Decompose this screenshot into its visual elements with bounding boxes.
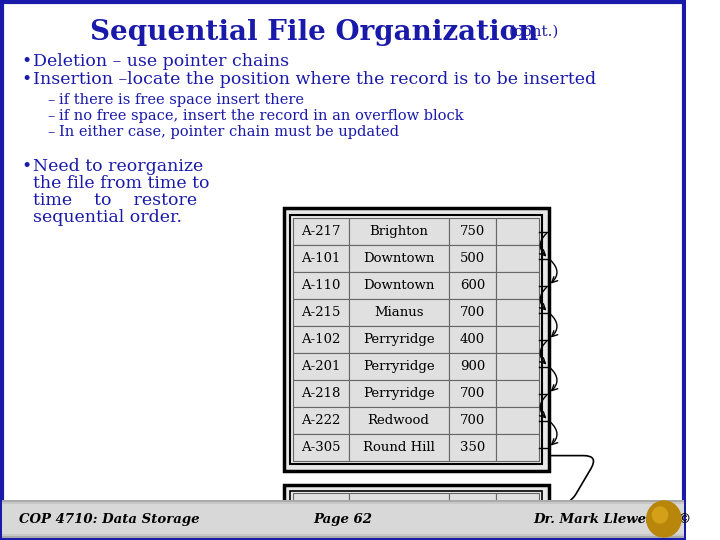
Bar	[2, 500, 684, 538]
Bar	[449, 299, 496, 326]
Text: 600: 600	[460, 279, 485, 292]
Bar	[449, 353, 496, 380]
Bar	[2, 504, 684, 534]
Bar	[293, 407, 348, 434]
Text: A-201: A-201	[301, 360, 341, 373]
Text: Perryridge: Perryridge	[363, 333, 434, 346]
Bar	[496, 299, 539, 326]
Circle shape	[647, 501, 681, 537]
Text: Perryridge: Perryridge	[363, 360, 434, 373]
Bar	[449, 272, 496, 299]
Text: A-215: A-215	[301, 306, 341, 319]
Bar	[496, 493, 539, 520]
Bar	[348, 353, 449, 380]
Text: 700: 700	[460, 414, 485, 427]
Bar	[348, 434, 449, 461]
Text: –: –	[48, 125, 55, 139]
Text: 700: 700	[460, 306, 485, 319]
Bar	[449, 493, 496, 520]
Bar	[348, 326, 449, 353]
Text: 800: 800	[460, 500, 485, 513]
Text: A-888: A-888	[301, 500, 341, 513]
Bar	[348, 493, 449, 520]
Bar	[293, 245, 348, 272]
Bar	[284, 208, 549, 471]
Text: COP 4710: Data Storage: COP 4710: Data Storage	[19, 512, 199, 525]
Text: Need to reorganize: Need to reorganize	[33, 158, 204, 175]
Text: sequential order.: sequential order.	[33, 209, 182, 226]
Bar	[449, 326, 496, 353]
Bar	[449, 380, 496, 407]
Text: Mianus: Mianus	[374, 306, 423, 319]
Text: Perryridge: Perryridge	[363, 387, 434, 400]
Text: if there is free space insert there: if there is free space insert there	[59, 93, 304, 107]
Text: if no free space, insert the record in an overflow block: if no free space, insert the record in a…	[59, 109, 464, 123]
Bar	[449, 407, 496, 434]
Text: –: –	[48, 109, 55, 123]
Text: A-217: A-217	[301, 225, 341, 238]
Text: A-101: A-101	[301, 252, 341, 265]
Bar	[496, 434, 539, 461]
Bar	[290, 215, 542, 464]
Text: 500: 500	[460, 252, 485, 265]
Text: the file from time to: the file from time to	[33, 175, 210, 192]
Text: A-222: A-222	[301, 414, 341, 427]
Text: 400: 400	[460, 333, 485, 346]
Bar	[449, 434, 496, 461]
Bar	[293, 326, 348, 353]
Bar	[293, 353, 348, 380]
Bar	[449, 245, 496, 272]
Text: Deletion – use pointer chains: Deletion – use pointer chains	[33, 53, 289, 71]
Text: Redwood: Redwood	[368, 414, 430, 427]
Text: •: •	[21, 158, 31, 175]
Text: time    to    restore: time to restore	[33, 192, 197, 209]
Bar	[449, 218, 496, 245]
Bar	[496, 272, 539, 299]
Text: Page 62: Page 62	[313, 512, 372, 525]
Text: North Town: North Town	[359, 500, 438, 513]
Text: Dr. Mark Llewellyn ©: Dr. Mark Llewellyn ©	[534, 512, 692, 525]
Bar	[348, 245, 449, 272]
Bar	[496, 407, 539, 434]
Text: 900: 900	[460, 360, 485, 373]
Bar	[348, 218, 449, 245]
Circle shape	[652, 507, 667, 523]
Text: 700: 700	[460, 387, 485, 400]
Bar	[496, 218, 539, 245]
Bar	[348, 299, 449, 326]
Text: Round Hill: Round Hill	[363, 441, 435, 454]
Text: Downtown: Downtown	[363, 279, 434, 292]
Bar	[496, 245, 539, 272]
Bar	[496, 326, 539, 353]
Text: •: •	[21, 53, 31, 71]
Text: 750: 750	[460, 225, 485, 238]
Bar	[496, 380, 539, 407]
Bar	[293, 380, 348, 407]
Text: A-102: A-102	[301, 333, 341, 346]
Text: •: •	[21, 71, 31, 89]
Bar	[348, 272, 449, 299]
Bar	[293, 493, 348, 520]
Text: Sequential File Organization: Sequential File Organization	[90, 18, 539, 45]
Text: In either case, pointer chain must be updated: In either case, pointer chain must be up…	[59, 125, 399, 139]
Bar	[293, 299, 348, 326]
Text: 350: 350	[460, 441, 485, 454]
Text: Insertion –locate the position where the record is to be inserted: Insertion –locate the position where the…	[33, 71, 596, 89]
Bar	[496, 353, 539, 380]
Text: –: –	[48, 93, 55, 107]
Bar	[293, 218, 348, 245]
Bar	[284, 485, 549, 528]
Bar	[293, 434, 348, 461]
Bar	[2, 502, 684, 536]
Bar	[348, 380, 449, 407]
Text: A-305: A-305	[301, 441, 341, 454]
Text: Downtown: Downtown	[363, 252, 434, 265]
Bar	[348, 407, 449, 434]
Text: A-110: A-110	[301, 279, 341, 292]
Text: A-218: A-218	[301, 387, 341, 400]
Bar	[293, 272, 348, 299]
Text: Brighton: Brighton	[369, 225, 428, 238]
Text: (cont.): (cont.)	[508, 25, 559, 39]
Bar	[290, 491, 542, 522]
